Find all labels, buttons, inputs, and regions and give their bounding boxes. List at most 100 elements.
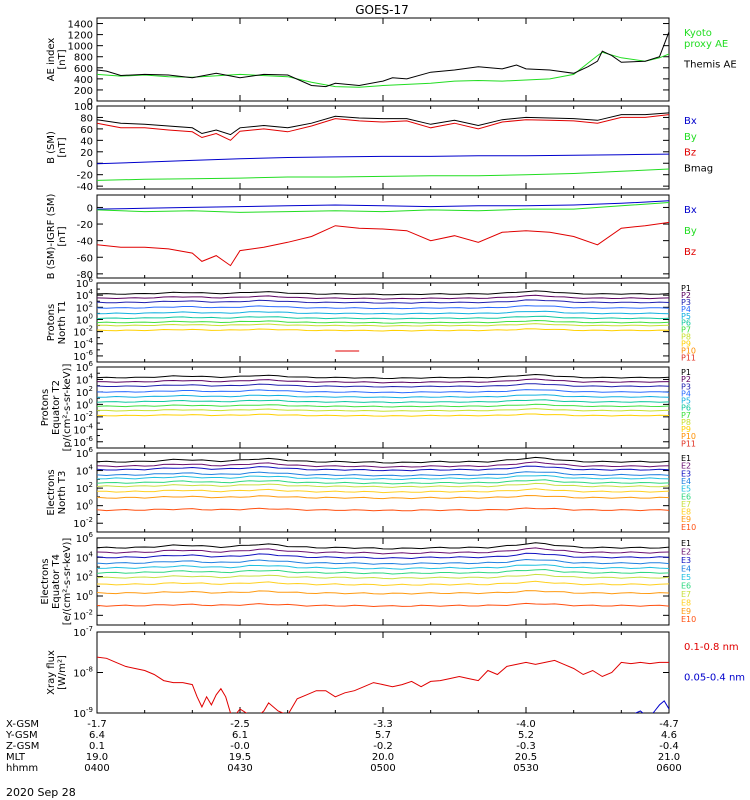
channel-label-e9: E9 — [681, 515, 691, 524]
y-axis-label: B (SM)-IGRF (SM)[nT] — [46, 194, 68, 280]
channel-label-e5: E5 — [681, 485, 691, 494]
channel-label-e6: E6 — [681, 581, 691, 590]
x-tick-value: 19.0 — [86, 752, 108, 763]
x-tick-value: 19.5 — [229, 752, 251, 763]
legend-themis-ae: Themis AE — [683, 60, 737, 71]
date-label: 2020 Sep 28 — [6, 786, 76, 799]
x-tick-value: 6.4 — [89, 730, 105, 741]
channel-e8 — [97, 488, 669, 494]
channel-label-e4: E4 — [681, 564, 691, 573]
x-tick-value: 5.7 — [375, 730, 391, 741]
x-tick-value: -4.7 — [659, 719, 679, 730]
y-tick-label: 1200 — [68, 31, 93, 42]
channel-e5 — [97, 474, 669, 481]
y-tick-label: 10-2 — [73, 608, 93, 622]
channel-label-e2: E2 — [681, 462, 691, 471]
channel-e5 — [97, 564, 669, 570]
plot-area — [97, 373, 669, 417]
channel-label-e4: E4 — [681, 477, 691, 486]
channel-label-e6: E6 — [681, 492, 691, 501]
legend-bx: Bx — [684, 116, 697, 127]
x-tick-value: -1.7 — [87, 719, 107, 730]
series-by — [97, 168, 669, 181]
channel-label-p6: P6 — [681, 404, 691, 413]
x-tick-value: 6.1 — [232, 730, 248, 741]
y-tick-label: 106 — [76, 446, 94, 460]
channel-p7 — [97, 319, 669, 324]
channel-p1 — [97, 373, 669, 380]
y-axis-label: ElectronsEquator T4[e/(cm²-s-sr-keV)] — [40, 538, 73, 626]
y-tick-label: -40 — [77, 182, 93, 193]
channel-label-p4: P4 — [681, 305, 691, 314]
y-tick-label: 40 — [80, 136, 93, 147]
channel-p4 — [97, 305, 669, 310]
x-tick-value: 0.1 — [89, 741, 105, 752]
channel-e10 — [97, 602, 669, 608]
x-tick-value: 20.0 — [372, 752, 394, 763]
channel-p3 — [97, 383, 669, 388]
series-bz — [97, 114, 669, 141]
y-tick-label: 0 — [87, 203, 93, 214]
channel-e9 — [97, 494, 669, 500]
channel-label-p11: P11 — [681, 353, 696, 362]
channel-label-e7: E7 — [681, 500, 691, 509]
y-tick-label: 20 — [80, 148, 93, 159]
channel-label-p9: P9 — [681, 340, 691, 349]
channel-p9 — [97, 413, 669, 417]
legend-0-1-0-8-nm: 0.1-0.8 nm — [684, 642, 739, 653]
series-0-05-0-4-nm — [634, 700, 669, 713]
x-tick-value: 0430 — [227, 763, 252, 774]
x-tick-value: -0.4 — [659, 741, 679, 752]
channel-e6 — [97, 568, 669, 575]
legend-by: By — [684, 226, 697, 237]
y-axis-label: ProtonsEquator T2[p/(cm²-s-sr-keV)] — [40, 364, 73, 452]
channel-e2 — [97, 547, 669, 555]
x-tick-value: -0.2 — [373, 741, 393, 752]
y-tick-label: -80 — [77, 270, 93, 281]
channel-label-p7: P7 — [681, 411, 691, 420]
panel-xray: 10-9 10-8 10-7 Xray flux[W/m²] 0.1-0.8 nm 0.0… — [46, 625, 745, 720]
y-axis-label: ElectronsNorth T3 — [46, 469, 68, 515]
channel-p1 — [97, 290, 669, 296]
channel-e6 — [97, 479, 669, 485]
panel-frame — [96, 17, 670, 102]
x-tick-value: 0400 — [84, 763, 109, 774]
channel-label-p4: P4 — [681, 389, 691, 398]
channel-label-p3: P3 — [681, 382, 691, 391]
y-tick-label: 1000 — [68, 42, 93, 53]
channel-label-p5: P5 — [681, 397, 691, 406]
figure-title: GOES-17 — [355, 3, 409, 17]
plot-area — [97, 31, 669, 88]
channel-e1 — [97, 456, 669, 464]
x-row-label: X-GSM — [6, 719, 39, 730]
panel-frame — [96, 631, 670, 714]
channel-label-p8: P8 — [681, 333, 691, 342]
legend-kyoto-proxy-ae: Kyoto proxy AE — [684, 28, 728, 50]
channel-label-p1: P1 — [681, 368, 691, 377]
channel-label-p1: P1 — [681, 284, 691, 293]
channel-p5 — [97, 310, 669, 315]
x-row-label: MLT — [6, 752, 26, 763]
y-tick-label: -60 — [77, 253, 93, 264]
series-kyoto-proxy-ae — [97, 51, 669, 88]
channel-label-p8: P8 — [681, 418, 691, 427]
legend-bz: Bz — [684, 247, 696, 258]
y-tick-label: 104 — [76, 464, 94, 478]
y-tick-label: -20 — [77, 171, 93, 182]
y-tick-label: 200 — [74, 86, 93, 97]
plot-area — [97, 656, 669, 713]
y-tick-label: 106 — [76, 531, 94, 545]
legend-bmag: Bmag — [684, 163, 713, 174]
x-tick-value: 21.0 — [658, 752, 680, 763]
x-tick-value: 0530 — [513, 763, 538, 774]
channel-label-e1: E1 — [681, 454, 691, 463]
series-bx — [97, 153, 669, 165]
channel-label-e2: E2 — [681, 547, 691, 556]
